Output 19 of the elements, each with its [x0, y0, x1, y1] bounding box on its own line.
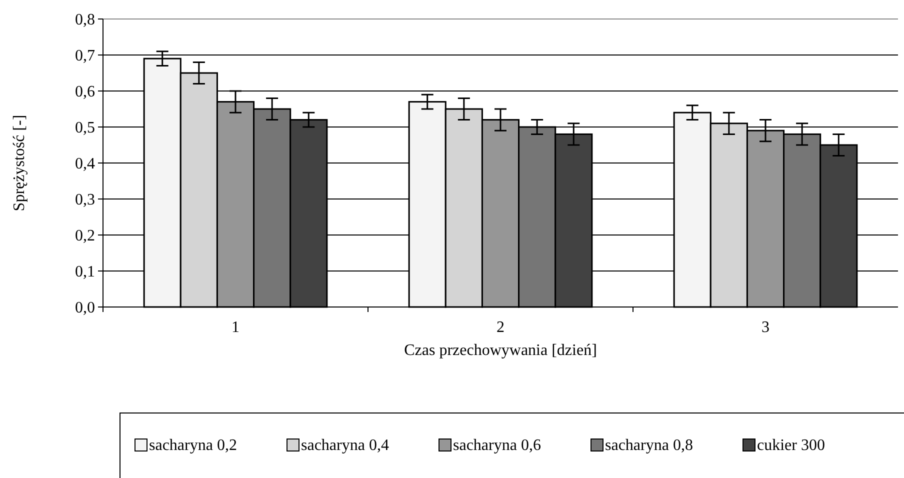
x-tick-label: 3	[762, 319, 770, 336]
legend-label: sacharyna 0,4	[301, 437, 389, 454]
y-tick-label: 0,5	[75, 120, 95, 137]
legend-label: sacharyna 0,2	[149, 437, 237, 454]
y-tick-label: 0,6	[75, 84, 95, 101]
y-tick-label: 0,8	[75, 12, 95, 29]
legend-label: sacharyna 0,6	[453, 437, 541, 454]
y-tick-label: 0,3	[75, 192, 95, 209]
y-tick-label: 0,1	[75, 264, 95, 281]
y-tick-label: 0,4	[75, 156, 95, 173]
x-tick-label: 1	[232, 319, 240, 336]
legend-label: cukier 300	[757, 437, 825, 454]
y-tick-label: 0,2	[75, 228, 95, 245]
y-tick-label: 0,7	[75, 48, 95, 65]
legend-label: sacharyna 0,8	[605, 437, 693, 454]
x-axis-title: Czas przechowywania [dzień]	[404, 342, 597, 359]
y-axis-title: Sprężystość [-]	[11, 114, 28, 212]
y-tick-label: 0,0	[75, 300, 95, 317]
x-tick-label: 2	[496, 319, 504, 336]
